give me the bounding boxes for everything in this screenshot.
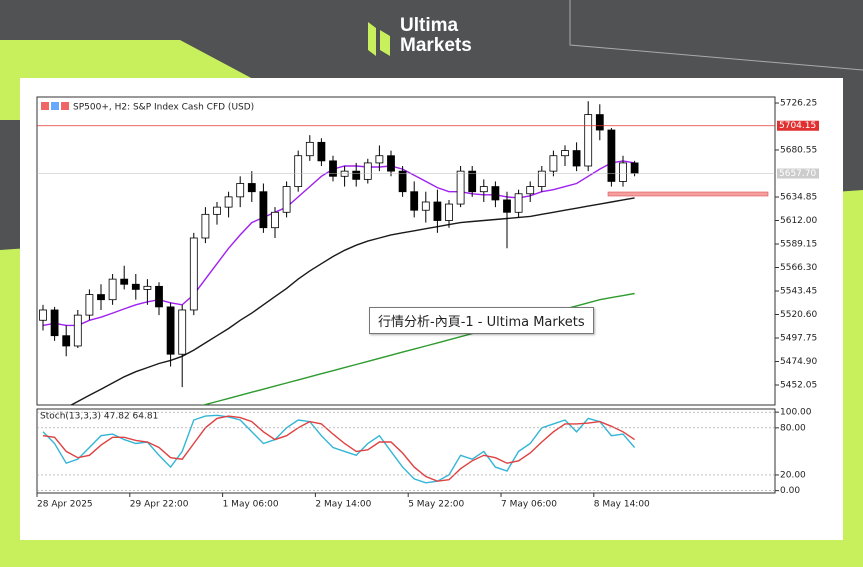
y-tick-label: 5566.30 [780, 263, 817, 273]
y-tick-label: 5520.60 [780, 310, 817, 320]
y-tick-label: 5680.55 [780, 146, 817, 156]
candle-body [201, 213, 210, 239]
candle-body [224, 196, 233, 208]
candle-body [50, 309, 59, 337]
y-tick-label: 5634.85 [780, 193, 817, 203]
candle-body [468, 170, 477, 193]
logo-text: Ultima Markets [400, 16, 472, 56]
candle-body [607, 129, 616, 182]
candle-body [619, 162, 627, 182]
candle-body [445, 203, 453, 221]
y-tick-label: 20.00 [780, 470, 806, 480]
candle-body [387, 155, 395, 172]
x-tick-label: 28 Apr 2025 [37, 500, 93, 510]
indicator-line [69, 197, 635, 405]
candle-body [584, 114, 593, 167]
candle-body [317, 141, 326, 162]
candle-body [73, 314, 82, 347]
candle-body [363, 162, 372, 180]
y-tick-label: 5452.05 [780, 380, 817, 390]
candle-body [398, 170, 407, 193]
tooltip: 行情分析-內頁-1 - Ultima Markets [369, 307, 594, 334]
candle-body [537, 170, 546, 187]
main-pane [36, 96, 776, 406]
y-tick-label: 5589.15 [780, 240, 817, 250]
logo-icon [368, 22, 390, 56]
candle-body [271, 211, 279, 229]
x-tick-label: 29 Apr 22:00 [130, 500, 189, 510]
candle-body [514, 193, 523, 213]
candle-body [503, 199, 511, 213]
indicator-line [42, 415, 635, 482]
candle-body [433, 201, 442, 221]
candle-body [595, 114, 604, 131]
y-tick-label: 0.00 [780, 486, 800, 496]
x-tick-label: 2 May 14:00 [315, 500, 371, 510]
candle-body [456, 170, 465, 205]
logo-line: Markets [400, 35, 472, 56]
candle-body [630, 162, 639, 174]
y-tick-label: 80.00 [780, 423, 806, 433]
candle-body [572, 150, 581, 167]
candle-body [561, 150, 569, 157]
indicator-line [42, 414, 636, 484]
price-tag [777, 168, 819, 179]
level-tag [777, 120, 819, 131]
candle-body [120, 278, 129, 285]
logo: Ultima Markets [366, 16, 472, 56]
y-tick-label: 5543.45 [780, 287, 817, 297]
candle-body [213, 206, 221, 215]
candle-body [282, 186, 291, 213]
candle-body [259, 191, 268, 229]
candle-body [479, 186, 488, 193]
bg-line [569, 0, 863, 71]
x-tick-label: 7 May 06:00 [501, 500, 557, 510]
y-tick-label: 5474.90 [780, 357, 817, 367]
candle-body [526, 186, 535, 195]
candle-body [131, 283, 140, 290]
y-tick-label: 5726.25 [780, 99, 817, 109]
candle-body [178, 309, 187, 355]
stoch-plot [42, 414, 636, 484]
candle-body [375, 155, 384, 164]
candle-body [410, 191, 419, 211]
level-label: 5704.15 [779, 121, 816, 131]
candle-body [108, 278, 117, 301]
candle-body [352, 170, 361, 180]
price-label: 5657.70 [779, 169, 816, 179]
candle-body [97, 294, 105, 301]
candle-body [39, 309, 47, 321]
stoch-pane [36, 408, 776, 494]
y-tick-label: 5612.00 [780, 216, 817, 226]
logo-line: Ultima [400, 15, 459, 36]
candle-body [62, 335, 71, 347]
candle-body [421, 201, 430, 211]
candle-body [549, 155, 558, 172]
candle-body [155, 285, 163, 308]
candle-body [236, 183, 245, 198]
candle-body [189, 237, 198, 311]
legend-icons [41, 102, 69, 110]
x-tick-label: 8 May 14:00 [594, 500, 650, 510]
candle-body [166, 306, 175, 355]
indicator-line [42, 160, 635, 327]
y-tick-label: 5497.75 [780, 334, 817, 344]
y-tick-label: 100.00 [780, 408, 812, 418]
candle-body [491, 186, 500, 201]
candle-body [143, 285, 152, 290]
candle-body [294, 155, 303, 187]
chart-title: SP500+, H2: S&P Index Cash CFD (USD) [73, 103, 254, 113]
x-tick-label: 5 May 22:00 [408, 500, 464, 510]
stoch-title: Stoch(13,3,3) 47.82 64.81 [40, 412, 158, 422]
candle-body [305, 141, 314, 157]
support-zone [607, 191, 769, 197]
candle-body [247, 183, 256, 193]
candle-body [85, 294, 94, 316]
candle-body [329, 160, 337, 177]
x-tick-label: 1 May 06:00 [223, 500, 279, 510]
